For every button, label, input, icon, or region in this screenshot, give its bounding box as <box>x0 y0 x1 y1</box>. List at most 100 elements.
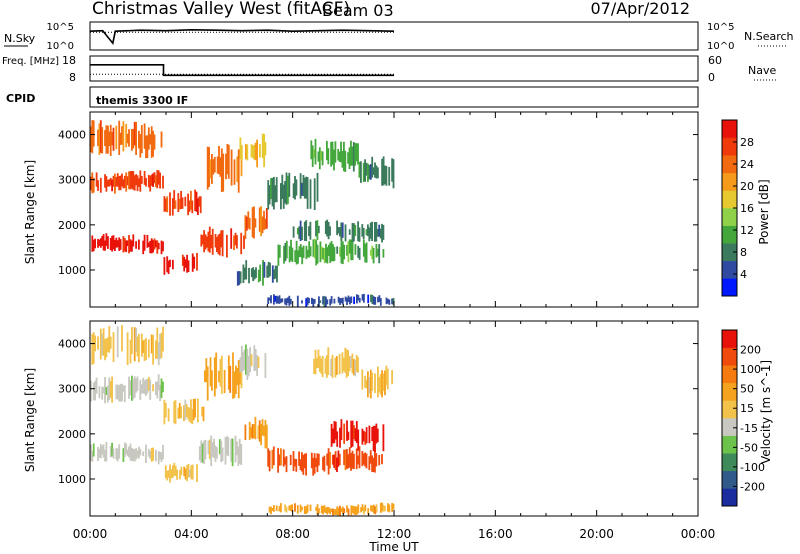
velocity-cell <box>213 438 216 459</box>
power-cell <box>112 175 115 187</box>
velocity-cell <box>180 406 183 419</box>
velocity-cell <box>146 378 149 394</box>
power-cell <box>388 167 391 186</box>
velocity-cell <box>166 470 169 481</box>
power-cell <box>351 223 354 242</box>
velocity-cell <box>367 508 370 515</box>
velocity-cell <box>187 407 190 420</box>
power-cell <box>278 245 281 258</box>
velocity-cell <box>280 503 282 513</box>
power-cell <box>301 300 303 304</box>
velocity-cell <box>135 327 138 352</box>
velocity-cell <box>140 333 143 357</box>
velocity-colorbar-swatch <box>722 418 737 436</box>
velocity-cell <box>357 504 360 514</box>
velocity-cell <box>174 465 177 476</box>
power-cell <box>392 159 395 189</box>
velocity-cell <box>139 448 142 456</box>
power-cell <box>338 151 341 162</box>
velocity-cell <box>351 353 354 374</box>
power-cell <box>377 296 379 303</box>
velocity-cell <box>109 381 112 398</box>
velocity-cell <box>94 380 97 401</box>
power-cell <box>369 222 372 239</box>
power-cell <box>341 151 344 168</box>
power-cell <box>365 229 368 236</box>
power-cell <box>313 149 316 158</box>
velocity-cell <box>179 470 181 480</box>
power-cell <box>308 297 310 304</box>
power-cell <box>219 157 222 177</box>
power-cell <box>329 226 331 236</box>
velocity-cell <box>267 448 270 467</box>
power-cell <box>312 239 315 257</box>
velocity-cell <box>189 469 191 477</box>
power-cell <box>316 244 319 264</box>
velocity-cell <box>354 360 357 377</box>
velocity-cell <box>322 457 324 471</box>
velocity-cell <box>331 354 334 378</box>
velocity-cell <box>270 506 272 515</box>
power-cell <box>351 146 354 166</box>
velocity-cell <box>230 438 233 462</box>
power-cell <box>347 295 350 302</box>
velocity-cell <box>109 445 112 458</box>
velocity-cell <box>343 508 346 514</box>
velocity-cell <box>362 453 365 465</box>
power-cell <box>385 297 388 305</box>
velocity-cell <box>361 451 364 467</box>
velocity-cell <box>91 450 94 462</box>
velocity-cell <box>190 399 192 423</box>
velocity-cell <box>315 458 317 467</box>
velocity-cell <box>302 454 305 475</box>
power-cell <box>251 207 254 238</box>
power-cell <box>301 182 303 196</box>
power-cell <box>320 150 323 161</box>
power-cell <box>230 149 233 186</box>
power-cell <box>139 170 142 192</box>
power-cell <box>325 296 327 307</box>
velocity-cell <box>191 464 194 480</box>
power-cell <box>163 257 166 275</box>
power-cell <box>147 242 150 247</box>
velocity-cell <box>226 436 228 456</box>
power-cell <box>384 165 386 185</box>
power-cell <box>218 233 221 256</box>
velocity-cell <box>204 370 206 383</box>
power-cell <box>298 246 301 258</box>
velocity-cell <box>284 457 287 465</box>
power-cell <box>323 248 326 264</box>
velocity-cell <box>232 352 234 399</box>
velocity-cell <box>314 349 317 375</box>
velocity-panel: 1000 2000 3000 4000 Slant Range [km] 200 100… <box>23 320 773 517</box>
station-title: Christmas Valley West (fitACF) <box>92 0 350 19</box>
power-cell <box>143 171 146 185</box>
power-cell <box>218 146 220 175</box>
velocity-cell <box>323 455 326 472</box>
power-cell <box>387 298 389 304</box>
velocity-cell <box>321 356 324 378</box>
power-cell <box>90 176 92 191</box>
power-cell <box>150 238 153 254</box>
power-cell <box>329 299 332 306</box>
power-cell <box>174 200 177 209</box>
velocity-ytick-label: 1000 <box>58 473 86 486</box>
power-cell <box>281 174 284 199</box>
power-cell <box>233 159 236 185</box>
power-cell <box>157 170 160 185</box>
velocity-cell <box>132 378 135 400</box>
velocity-cell <box>185 404 188 417</box>
power-colorbar-swatch <box>722 278 737 297</box>
power-cell <box>353 223 355 242</box>
power-cell <box>379 228 382 239</box>
power-cell <box>278 295 281 304</box>
velocity-cell <box>172 465 174 478</box>
velocity-cell <box>309 504 312 511</box>
power-cell <box>122 179 125 189</box>
power-cell <box>317 151 320 162</box>
power-cell <box>358 297 361 303</box>
power-cell <box>303 221 306 241</box>
x-tick-label: 04:00 <box>174 527 209 541</box>
velocity-cell <box>382 505 385 512</box>
velocity-cell <box>339 427 341 448</box>
